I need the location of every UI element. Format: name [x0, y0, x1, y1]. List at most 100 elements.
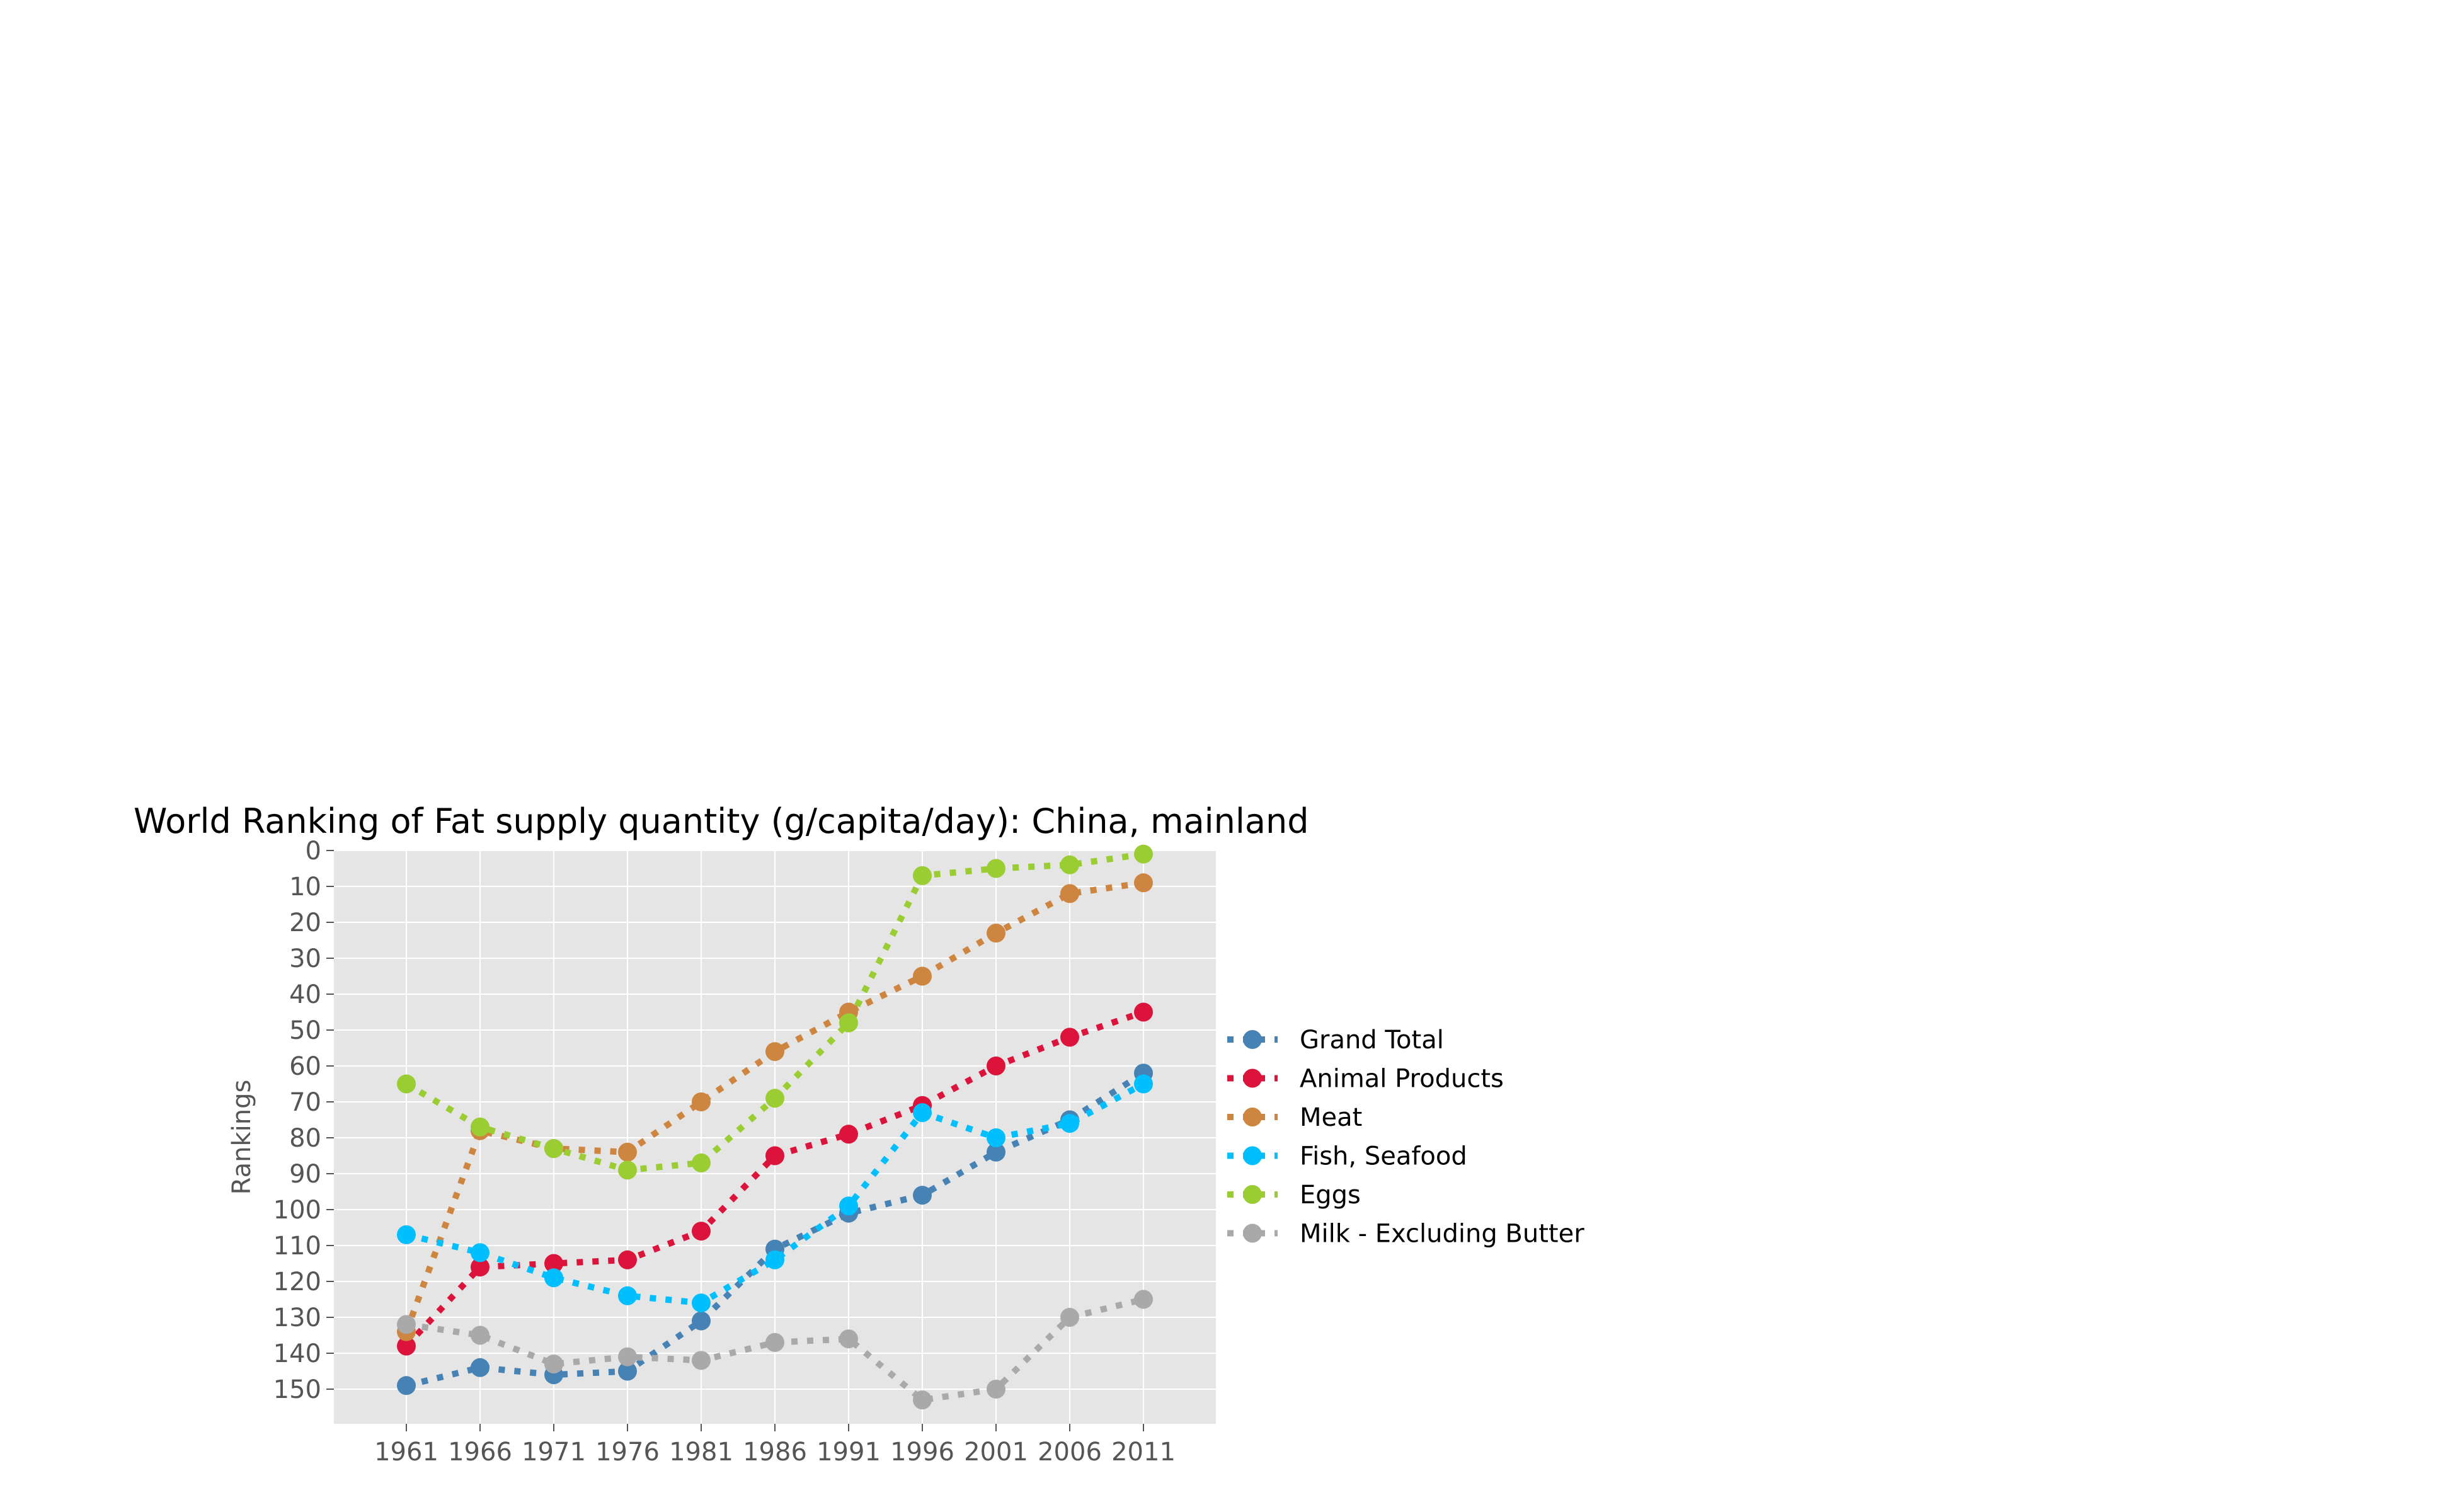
legend: Grand Total Animal Products Meat Fish, Seaf…: [1227, 1026, 1584, 1249]
y-tick-label: 50: [289, 1016, 321, 1045]
y-tick-label: 30: [289, 944, 321, 973]
data-point: [692, 1153, 711, 1172]
data-point: [544, 1354, 563, 1374]
x-tick-label: 1991: [816, 1438, 881, 1467]
y-tick-label: 10: [289, 873, 321, 902]
data-point: [913, 1186, 932, 1205]
y-tick-label: 110: [273, 1232, 321, 1261]
series-2: [397, 873, 1153, 1341]
data-point: [913, 1390, 932, 1410]
legend-marker: [1243, 1223, 1262, 1243]
x-tick-label: 1966: [448, 1438, 512, 1467]
data-point: [397, 1376, 416, 1395]
data-point: [1134, 1074, 1153, 1094]
data-point: [618, 1347, 637, 1366]
data-point: [544, 1139, 563, 1159]
data-point: [544, 1268, 563, 1288]
data-point: [471, 1326, 490, 1345]
legend-label: Milk - Excluding Butter: [1300, 1220, 1584, 1249]
data-point: [765, 1042, 784, 1062]
data-point: [765, 1250, 784, 1269]
legend-item: Animal Products: [1227, 1065, 1504, 1094]
data-point: [471, 1257, 490, 1277]
legend-item: Milk - Excluding Butter: [1227, 1220, 1584, 1249]
data-point: [618, 1250, 637, 1269]
series-line: [405, 1081, 1145, 1307]
data-point: [913, 866, 932, 885]
data-point: [692, 1293, 711, 1313]
data-point: [618, 1160, 637, 1180]
x-tick-label: 1971: [522, 1438, 586, 1467]
y-tick-label: 20: [289, 908, 321, 937]
data-point: [1060, 1308, 1079, 1327]
data-point: [1134, 873, 1153, 893]
series-line: [406, 1296, 1145, 1404]
y-tick-label: 130: [273, 1303, 321, 1332]
data-point: [913, 1103, 932, 1123]
data-point: [987, 1057, 1005, 1075]
x-tick-label: 1981: [669, 1438, 733, 1467]
data-point: [397, 1225, 416, 1244]
series-4: [397, 844, 1153, 1180]
data-point: [618, 1286, 637, 1305]
x-tick-label: 1986: [743, 1438, 807, 1467]
legend-label: Eggs: [1300, 1181, 1361, 1210]
legend-item: Eggs: [1227, 1181, 1361, 1210]
x-axis: 1961 1966 1971 1976 1981 1986 1991 1996 2001 2006…: [374, 1424, 1176, 1467]
legend-item: Grand Total: [1227, 1026, 1444, 1055]
y-tick-label: 140: [273, 1339, 321, 1368]
data-point: [1134, 1002, 1153, 1022]
data-point: [692, 1351, 711, 1370]
data-point: [544, 1254, 563, 1273]
y-tick-label: 150: [273, 1375, 321, 1404]
y-tick-label: 100: [273, 1196, 321, 1225]
data-point: [839, 1329, 858, 1349]
data-point: [692, 1222, 711, 1241]
x-tick-label: 2001: [964, 1438, 1028, 1467]
data-point: [618, 1361, 637, 1381]
legend-marker: [1243, 1068, 1262, 1088]
series-5: [397, 1290, 1153, 1410]
series-layer: [397, 844, 1153, 1410]
data-point: [692, 1092, 711, 1111]
data-point: [987, 1128, 1005, 1147]
data-point: [471, 1358, 490, 1377]
data-point: [765, 1146, 784, 1166]
data-point: [839, 1196, 858, 1216]
data-point: [1060, 855, 1079, 874]
x-tick-label: 1961: [374, 1438, 438, 1467]
y-tick-label: 40: [289, 980, 321, 1009]
x-tick-label: 2011: [1111, 1438, 1176, 1467]
y-axis-label: Rankings: [227, 1080, 256, 1195]
x-tick-label: 1996: [890, 1438, 954, 1467]
legend-label: Fish, Seafood: [1300, 1142, 1467, 1171]
data-point: [1134, 1290, 1153, 1309]
y-tick-label: 60: [289, 1052, 321, 1081]
legend-item: Meat: [1227, 1103, 1362, 1132]
data-point: [987, 859, 1005, 878]
data-point: [839, 1013, 858, 1033]
data-point: [913, 966, 932, 986]
data-point: [471, 1243, 490, 1263]
data-point: [1060, 1028, 1079, 1047]
legend-label: Grand Total: [1300, 1026, 1444, 1055]
chart-title: World Ranking of Fat supply quantity (g/…: [134, 801, 1309, 841]
y-tick-label: 80: [289, 1124, 321, 1153]
y-tick-label: 120: [273, 1268, 321, 1297]
series-3: [397, 1074, 1153, 1313]
data-point: [397, 1336, 416, 1356]
legend-label: Meat: [1300, 1103, 1362, 1132]
legend-item: Fish, Seafood: [1227, 1142, 1467, 1171]
data-point: [1060, 1114, 1079, 1133]
data-point: [471, 1117, 490, 1137]
x-tick-label: 2006: [1038, 1438, 1102, 1467]
data-point: [1134, 844, 1153, 864]
legend-label: Animal Products: [1300, 1065, 1504, 1094]
legend-marker: [1243, 1108, 1262, 1126]
y-tick-label: 70: [289, 1088, 321, 1117]
legend-marker: [1243, 1030, 1262, 1049]
legend-marker: [1243, 1146, 1262, 1166]
data-point: [765, 1332, 784, 1352]
data-point: [987, 1142, 1005, 1162]
